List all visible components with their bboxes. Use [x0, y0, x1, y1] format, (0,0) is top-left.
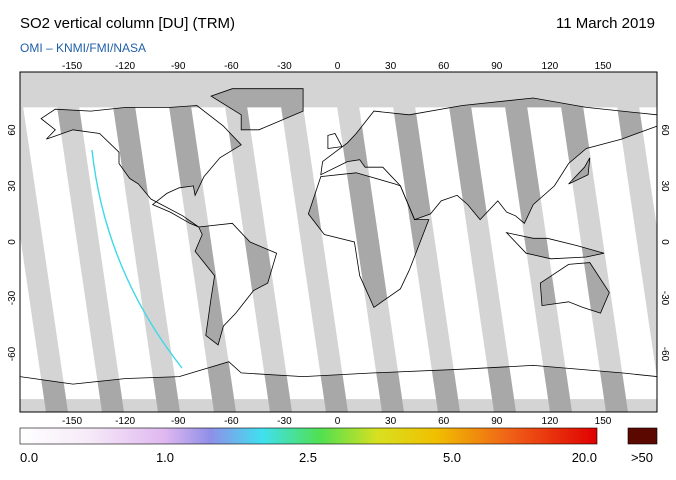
- lon-label-top: -90: [171, 61, 186, 72]
- landmass: [568, 157, 591, 185]
- lon-label-bottom: -90: [171, 416, 186, 427]
- colorbar-label: 0.0: [20, 450, 38, 465]
- date: 11 March 2019: [556, 15, 655, 32]
- lat-label-right: 0: [659, 239, 670, 245]
- map: [20, 72, 657, 412]
- gap-band: [164, 88, 236, 412]
- lat-label-right: 30: [659, 180, 670, 192]
- colorbar-label: 1.0: [156, 450, 174, 465]
- landmass: [307, 172, 430, 309]
- lon-label-top: 0: [335, 61, 341, 72]
- colorbar-label: 5.0: [443, 450, 461, 465]
- lat-label-left: -30: [7, 290, 18, 305]
- gap-band: [52, 72, 124, 412]
- lat-label-left: 30: [7, 180, 18, 192]
- gap-band: [612, 72, 657, 378]
- gap-band: [20, 85, 68, 412]
- coastlines: [20, 88, 657, 412]
- colorbar: [19, 427, 598, 445]
- lon-label-top: 150: [595, 61, 612, 72]
- lon-label-top: -60: [224, 61, 239, 72]
- gap-band: [276, 72, 348, 412]
- colorbar-label: 2.5: [299, 450, 317, 465]
- colorbar-overflow: [627, 427, 658, 445]
- lon-label-bottom: -30: [277, 416, 292, 427]
- colorbar-labels: 0.0 1.0 2.5 5.0 20.0 >50: [20, 450, 653, 465]
- landmass: [20, 361, 657, 412]
- lon-label-bottom: -150: [62, 416, 82, 427]
- source: OMI – KNMI/FMI/NASA: [20, 41, 146, 55]
- lat-label-right: -30: [659, 291, 670, 306]
- lon-label-top: -120: [115, 61, 135, 72]
- lon-label-bottom: -60: [224, 416, 239, 427]
- lat-label-right: -60: [659, 347, 670, 362]
- landmass: [539, 262, 610, 314]
- lon-label-top: -150: [62, 61, 82, 72]
- lat-label-left: 60: [7, 124, 18, 136]
- colorbar-overflow-label: >50: [631, 450, 653, 465]
- lat-label-left: 0: [7, 239, 18, 245]
- polar-gap: [20, 72, 657, 108]
- lon-label-bottom: 150: [595, 416, 612, 427]
- landmass: [505, 232, 605, 260]
- so2-streak: [91, 149, 183, 369]
- lon-label-top: 120: [542, 61, 559, 72]
- landmass: [320, 97, 657, 224]
- lon-label-bottom: 0: [335, 416, 341, 427]
- lon-label-top: 90: [491, 61, 503, 72]
- landmass: [327, 133, 343, 149]
- lon-label-bottom: 90: [491, 416, 503, 427]
- map-frame: [19, 71, 658, 413]
- landmass: [194, 222, 278, 346]
- lon-label-top: -30: [277, 61, 292, 72]
- lon-label-bottom: 30: [385, 416, 397, 427]
- gap-band: [220, 72, 292, 412]
- lat-label-left: -60: [7, 346, 18, 361]
- lon-label-top: 60: [438, 61, 450, 72]
- landmass: [40, 105, 242, 228]
- title: SO2 vertical column [DU] (TRM): [20, 15, 235, 32]
- lat-label-right: 60: [659, 124, 670, 136]
- landmass: [210, 88, 304, 131]
- lon-label-top: 30: [385, 61, 397, 72]
- lon-label-bottom: 120: [542, 416, 559, 427]
- lon-label-bottom: -120: [115, 416, 135, 427]
- colorbar-label: 20.0: [572, 450, 597, 465]
- axis-labels: -150 -150 -120 -120 -90 -90 -60 -60 -30 -30 0 0 30 30…: [7, 61, 670, 427]
- lon-label-bottom: 60: [438, 416, 450, 427]
